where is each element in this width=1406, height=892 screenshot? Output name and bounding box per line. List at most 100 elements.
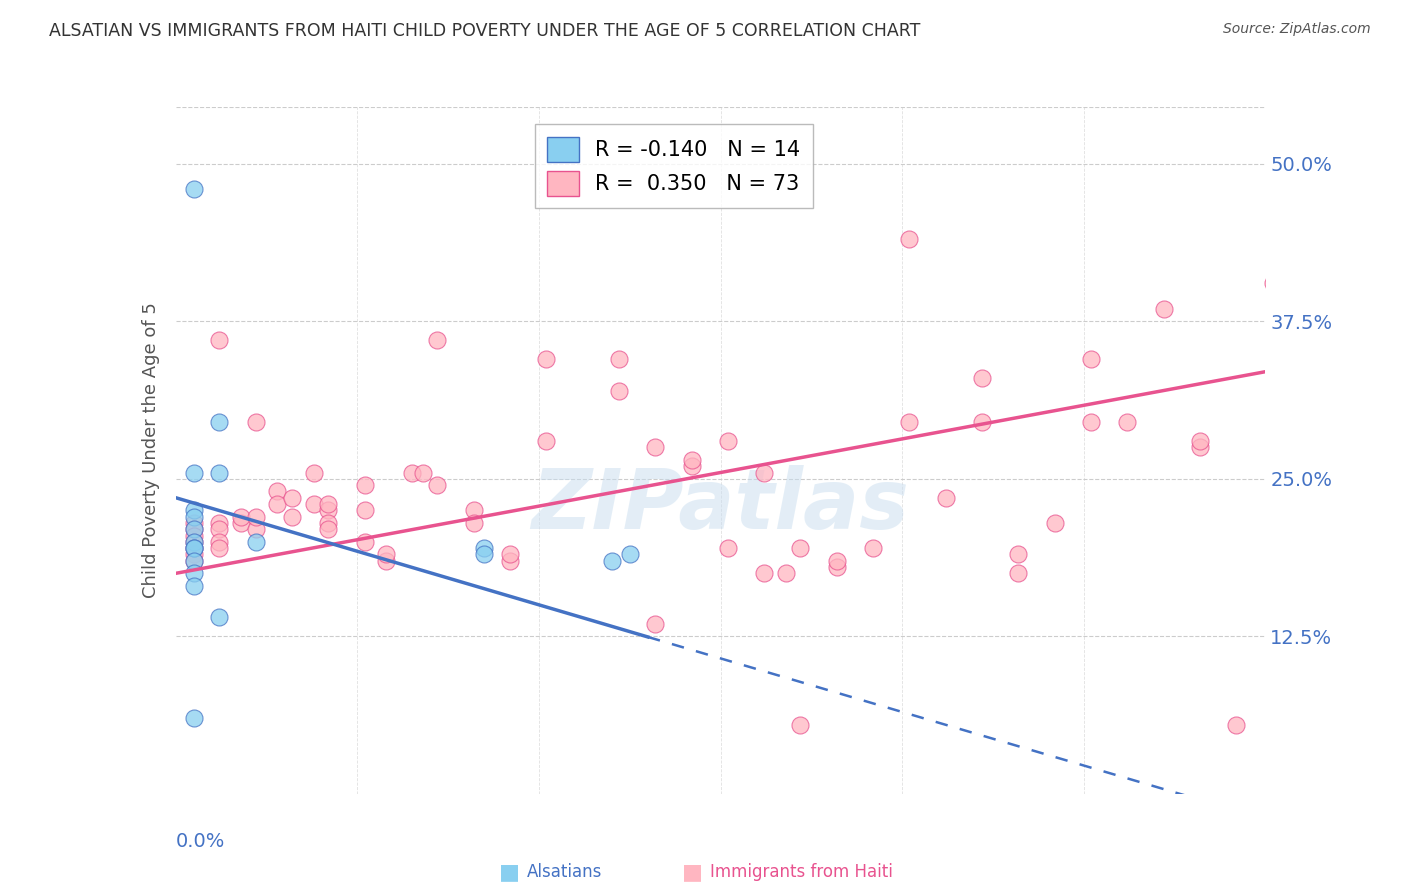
Point xyxy=(245,509,267,524)
Point xyxy=(607,384,630,398)
Text: ZIPatlas: ZIPatlas xyxy=(531,465,910,546)
Point xyxy=(266,497,288,511)
Point xyxy=(972,415,994,429)
Point xyxy=(499,548,522,562)
Text: 0.0%: 0.0% xyxy=(176,831,225,851)
Point xyxy=(972,371,994,385)
Point xyxy=(183,541,205,555)
Point xyxy=(183,503,205,517)
Point xyxy=(208,534,231,549)
Point xyxy=(183,554,205,568)
Text: Source: ZipAtlas.com: Source: ZipAtlas.com xyxy=(1223,22,1371,37)
Legend: R = -0.140   N = 14, R =  0.350   N = 73: R = -0.140 N = 14, R = 0.350 N = 73 xyxy=(534,124,813,209)
Point xyxy=(183,711,205,725)
Point xyxy=(183,516,205,530)
Point xyxy=(281,491,304,505)
Point xyxy=(754,566,776,581)
Text: ALSATIAN VS IMMIGRANTS FROM HAITI CHILD POVERTY UNDER THE AGE OF 5 CORRELATION C: ALSATIAN VS IMMIGRANTS FROM HAITI CHILD … xyxy=(49,22,921,40)
Point xyxy=(183,522,205,536)
Point xyxy=(1189,440,1212,454)
Point xyxy=(619,548,641,562)
Point xyxy=(375,548,398,562)
Point xyxy=(426,478,449,492)
Point xyxy=(644,616,666,631)
Point xyxy=(318,503,340,517)
Point xyxy=(183,566,205,581)
Point xyxy=(474,548,496,562)
Point xyxy=(245,534,267,549)
Point xyxy=(426,333,449,347)
Point xyxy=(231,509,253,524)
Point xyxy=(353,534,375,549)
Point xyxy=(644,440,666,454)
Point xyxy=(318,522,340,536)
Point xyxy=(463,503,485,517)
Y-axis label: Child Poverty Under the Age of 5: Child Poverty Under the Age of 5 xyxy=(142,302,160,599)
Point xyxy=(208,610,231,624)
Point xyxy=(208,333,231,347)
Point xyxy=(183,466,205,480)
Point xyxy=(183,579,205,593)
Point xyxy=(318,516,340,530)
Point xyxy=(183,541,205,555)
Point xyxy=(1043,516,1066,530)
Text: ■: ■ xyxy=(499,863,520,882)
Point xyxy=(245,415,267,429)
Point xyxy=(183,534,205,549)
Point xyxy=(499,554,522,568)
Point xyxy=(208,415,231,429)
Point xyxy=(353,478,375,492)
Point xyxy=(1189,434,1212,448)
Point xyxy=(183,528,205,542)
Point xyxy=(208,516,231,530)
Point xyxy=(1116,415,1139,429)
Point xyxy=(245,522,267,536)
Point xyxy=(231,516,253,530)
Point xyxy=(302,466,325,480)
Point xyxy=(1080,415,1102,429)
Point xyxy=(600,554,623,568)
Point xyxy=(1007,566,1029,581)
Point xyxy=(302,497,325,511)
Point xyxy=(183,541,205,555)
Point xyxy=(825,554,848,568)
Point xyxy=(1225,717,1247,731)
Point xyxy=(1261,277,1284,291)
Point xyxy=(607,352,630,367)
Point xyxy=(825,560,848,574)
Point xyxy=(183,534,205,549)
Text: Alsatians: Alsatians xyxy=(527,863,603,881)
Point xyxy=(375,554,398,568)
Point xyxy=(208,466,231,480)
Point xyxy=(318,497,340,511)
Point xyxy=(534,352,557,367)
Point xyxy=(401,466,423,480)
Point xyxy=(208,541,231,555)
Point xyxy=(183,509,205,524)
Point xyxy=(183,182,205,196)
Point xyxy=(681,459,703,474)
Point xyxy=(898,415,921,429)
Point xyxy=(789,541,811,555)
Point xyxy=(898,232,921,246)
Point xyxy=(534,434,557,448)
Text: ■: ■ xyxy=(682,863,703,882)
Point xyxy=(412,466,434,480)
Point xyxy=(862,541,884,555)
Point xyxy=(789,717,811,731)
Point xyxy=(681,453,703,467)
Point xyxy=(717,434,740,448)
Point xyxy=(935,491,957,505)
Point xyxy=(717,541,740,555)
Point xyxy=(281,509,304,524)
Text: Immigrants from Haiti: Immigrants from Haiti xyxy=(710,863,893,881)
Point xyxy=(754,466,776,480)
Point xyxy=(775,566,797,581)
Point xyxy=(463,516,485,530)
Point xyxy=(474,541,496,555)
Point xyxy=(183,548,205,562)
Point xyxy=(1007,548,1029,562)
Point xyxy=(208,522,231,536)
Point xyxy=(1153,301,1175,316)
Point xyxy=(353,503,375,517)
